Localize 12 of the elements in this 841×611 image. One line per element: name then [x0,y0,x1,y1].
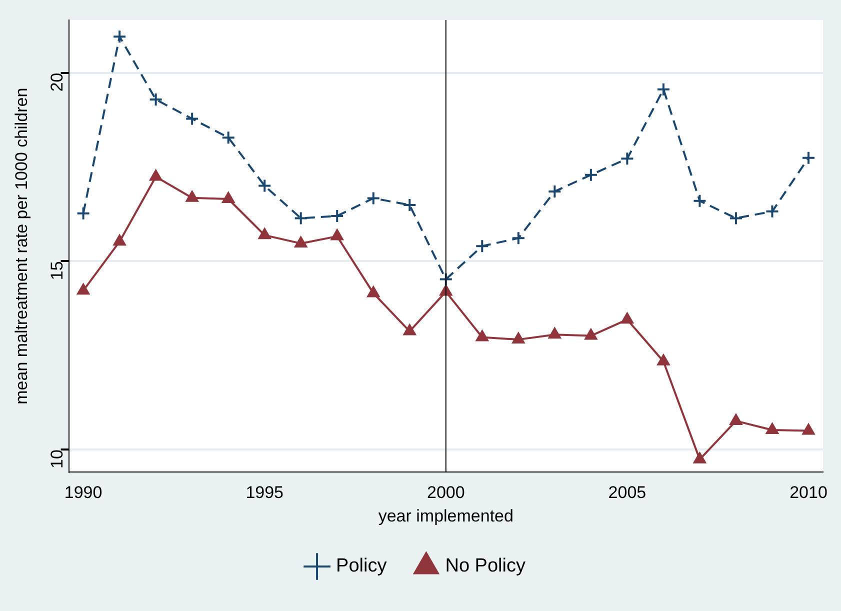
legend-label: No Policy [445,556,526,577]
x-tick-label: 1995 [246,483,284,502]
x-axis-title: year implemented [378,506,514,526]
x-tick-label: 2010 [790,483,828,502]
legend-label: Policy [336,556,388,577]
y-tick-label: 10 [47,450,66,469]
y-tick-label: 15 [47,261,66,280]
y-axis-title: mean maltreatment rate per 1000 children [12,88,31,404]
y-tick-label: 20 [47,72,66,92]
x-tick-label: 1990 [64,483,102,502]
x-tick-label: 2000 [426,483,465,502]
x-tick-label: 2005 [608,483,646,502]
